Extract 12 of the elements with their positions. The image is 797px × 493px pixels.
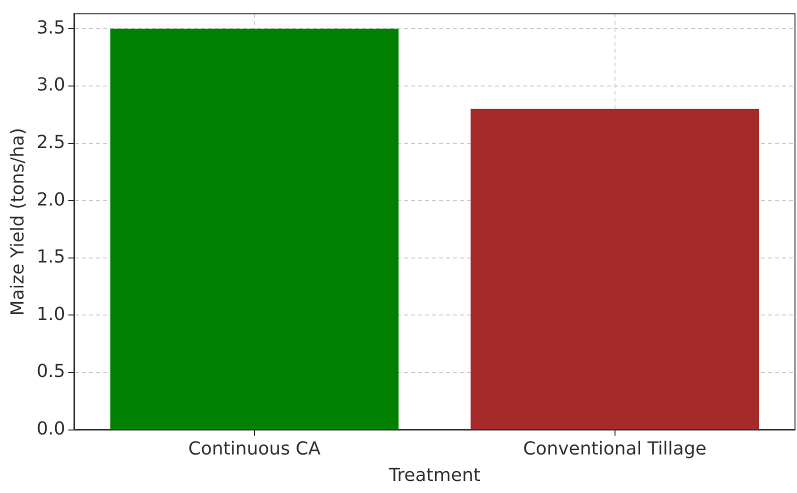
y-tick-label: 1.0 <box>36 304 66 325</box>
y-axis-title: Maize Yield (tons/ha) <box>7 128 28 316</box>
y-tick-label: 0.0 <box>36 418 66 440</box>
y-tick-label: 1.5 <box>36 246 66 268</box>
x-tick-label: Continuous CA <box>188 438 322 460</box>
x-axis-title: Treatment <box>388 464 480 486</box>
y-tick-label: 2.0 <box>36 189 66 210</box>
x-tick-label: Conventional Tillage <box>523 438 706 460</box>
y-tick-label: 2.5 <box>36 132 66 153</box>
y-tick-label: 0.5 <box>36 361 66 382</box>
y-tick-label: 3.0 <box>36 74 66 96</box>
y-tick-label: 3.5 <box>36 17 66 38</box>
